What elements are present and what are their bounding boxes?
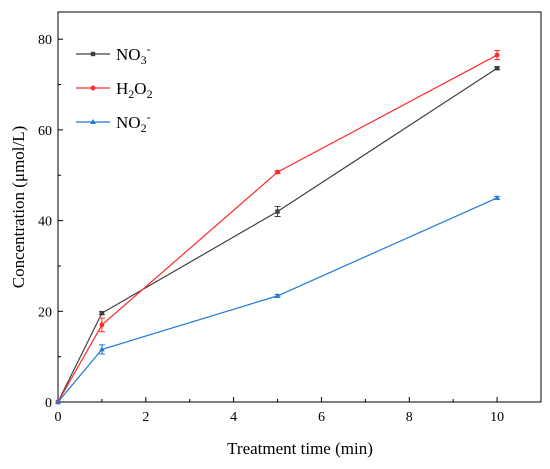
data-point — [99, 310, 105, 316]
data-point — [494, 194, 500, 200]
legend-item: NO3- — [76, 42, 151, 67]
legend-label: H2O2 — [116, 79, 153, 101]
legend-marker — [90, 85, 96, 91]
plot-frame — [57, 11, 542, 403]
x-tick-label: 10 — [490, 410, 504, 425]
series-1 — [55, 66, 501, 405]
series-layer — [55, 50, 501, 405]
series-3 — [55, 194, 501, 404]
legend-marker — [90, 119, 96, 124]
data-point — [55, 399, 61, 404]
x-tick-label: 2 — [142, 410, 149, 425]
data-point — [99, 322, 105, 328]
x-tick-label: 0 — [55, 410, 62, 425]
y-tick-label: 0 — [45, 396, 52, 411]
data-point — [274, 292, 281, 298]
y-tick-label: 40 — [38, 215, 52, 230]
series-line — [57, 197, 498, 403]
data-point — [275, 169, 280, 175]
legend-label: NO3- — [116, 42, 151, 67]
y-tick-label: 20 — [38, 305, 52, 320]
y-axis-title: Concentration (μmol/L) — [9, 126, 28, 289]
data-point — [494, 52, 500, 58]
legend: NO3- H2O2 NO2- — [76, 42, 153, 135]
data-point — [494, 66, 500, 71]
y-tick-label: 60 — [38, 124, 52, 139]
x-tick-label: 4 — [230, 410, 237, 425]
series-line — [57, 54, 498, 403]
legend-marker — [90, 51, 96, 57]
legend-label: NO2- — [116, 110, 151, 135]
legend-item: H2O2 — [76, 79, 153, 101]
y-tick-label: 80 — [38, 33, 52, 48]
data-point — [99, 346, 105, 352]
data-point — [275, 209, 280, 214]
series-line — [57, 67, 498, 403]
x-tick-label: 6 — [318, 410, 325, 425]
x-tick-label: 8 — [406, 410, 413, 425]
x-axis-title: Treatment time (min) — [227, 439, 373, 458]
x-axis-ticks: 0 2 4 6 8 10 — [55, 397, 504, 425]
series-2 — [55, 50, 501, 405]
y-axis-ticks: 0 20 40 60 80 — [38, 33, 63, 411]
legend-item: NO2- — [76, 110, 151, 135]
